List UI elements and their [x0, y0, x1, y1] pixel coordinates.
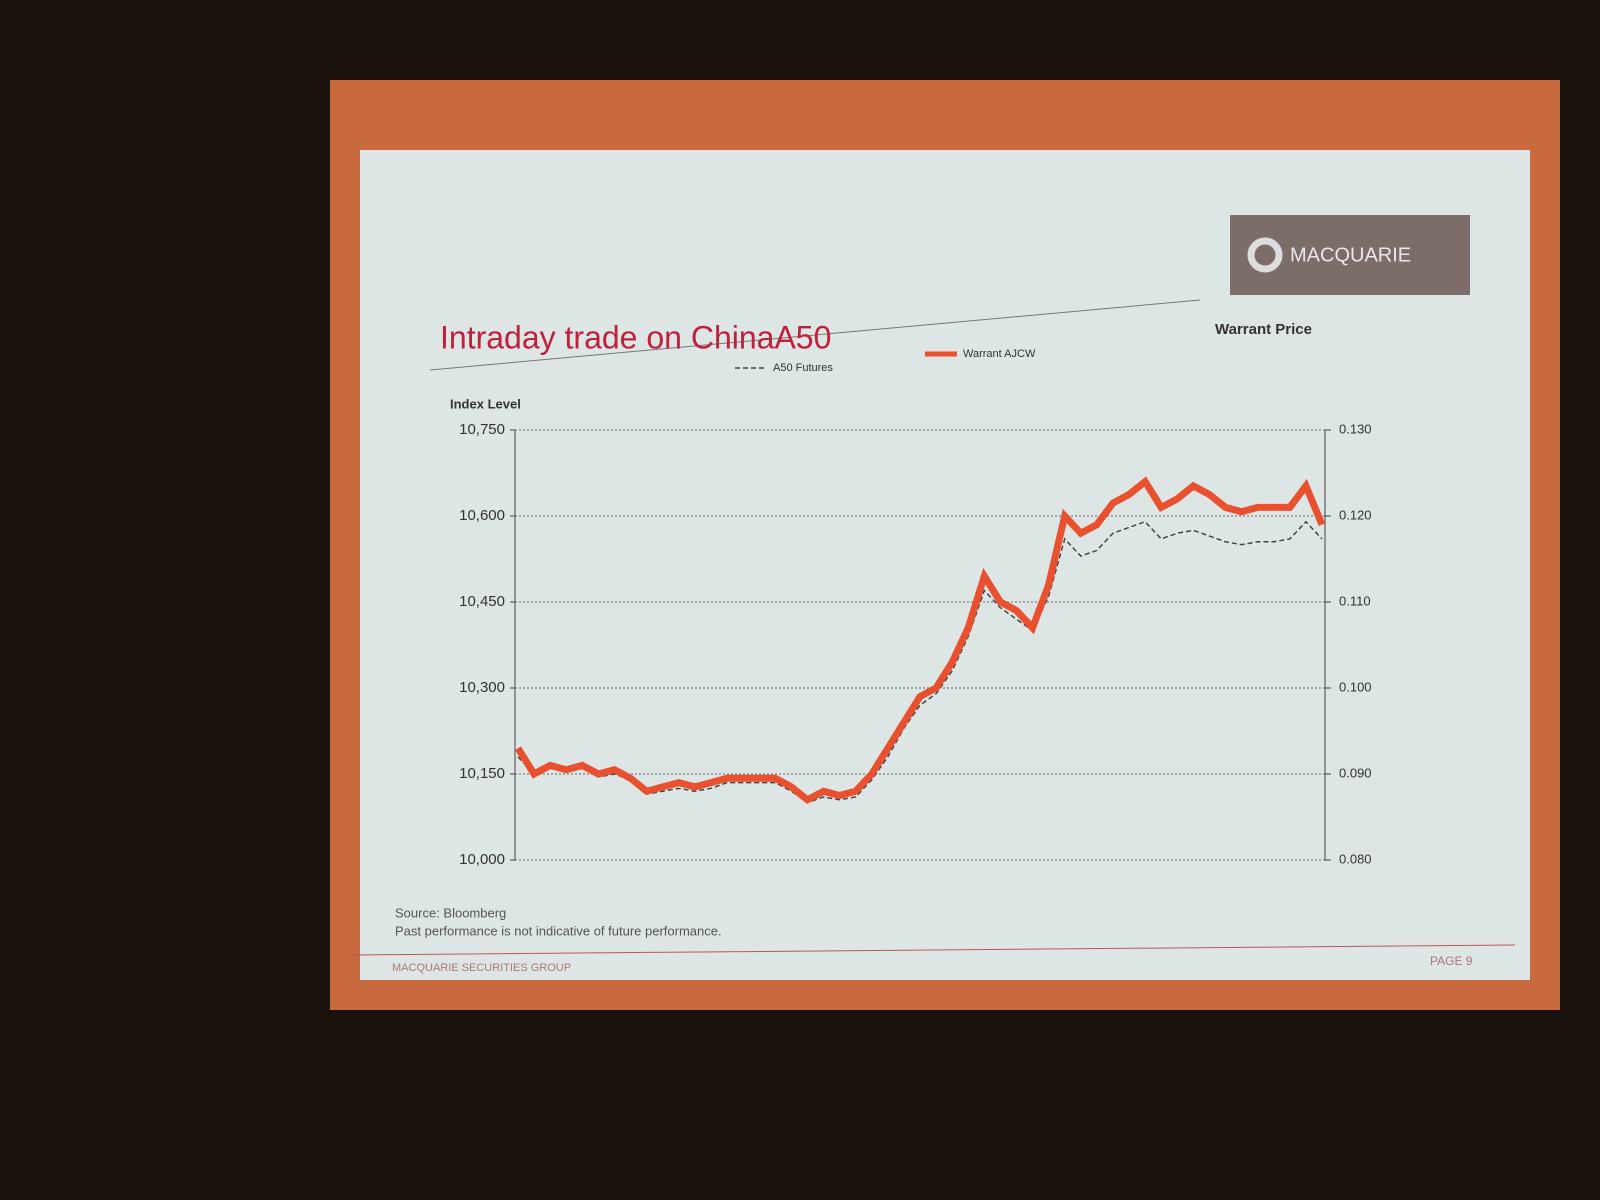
- y2-tick-label: 0.090: [1339, 765, 1372, 780]
- y-tick-label: 10,150: [459, 765, 505, 782]
- data-line: [515, 476, 1326, 804]
- source: Source: Bloomberg: [395, 905, 506, 920]
- chart-title: Intraday trade on ChinaA50: [440, 319, 831, 355]
- y2-tick-label: 0.120: [1339, 507, 1372, 522]
- y-tick-label: 10,000: [459, 851, 505, 868]
- logo: MACQUARIE: [1290, 244, 1411, 266]
- y-tick-label: 10,600: [459, 507, 505, 524]
- y2-tick-label: 0.100: [1339, 679, 1372, 694]
- legend-label: A50 Futures: [773, 362, 833, 374]
- y-tick-label: 10,300: [459, 679, 505, 696]
- y2-axis-label: Warrant Price: [1215, 321, 1312, 338]
- disclaimer: Past performance is not indicative of fu…: [395, 923, 722, 938]
- y2-tick-label: 0.080: [1339, 851, 1372, 866]
- title-rule: [429, 299, 1201, 371]
- footer-rule: [349, 944, 1516, 956]
- data-line: [517, 520, 1323, 804]
- y-axis-label: Index Level: [450, 396, 521, 411]
- y2-tick-label: 0.110: [1339, 593, 1371, 608]
- y-tick-label: 10,750: [459, 421, 505, 438]
- footer: MACQUARIE SECURITIES GROUP: [392, 962, 571, 974]
- logo-icon: [1247, 237, 1283, 273]
- legend-label: Warrant AJCW: [963, 348, 1036, 360]
- y2-tick-label: 0.130: [1339, 421, 1372, 436]
- y-tick-label: 10,450: [459, 593, 505, 610]
- page-number: PAGE 9: [1430, 954, 1473, 968]
- logo-box: [1230, 215, 1470, 295]
